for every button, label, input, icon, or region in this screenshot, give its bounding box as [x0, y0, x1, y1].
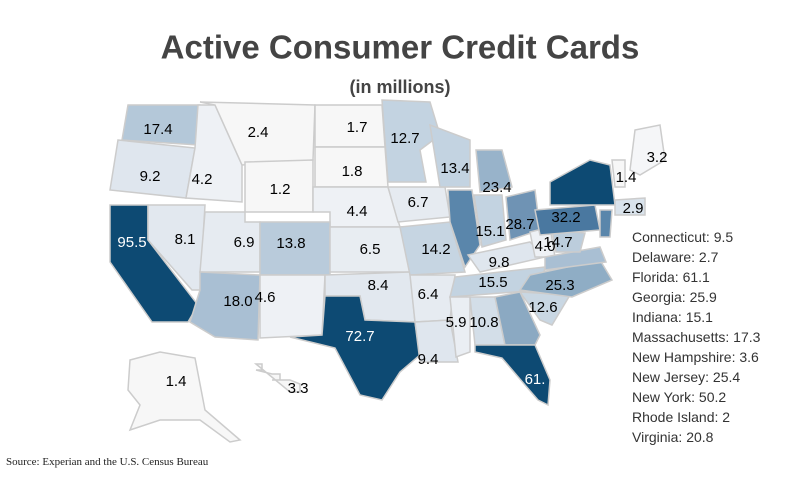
state [127, 351, 242, 443]
value-label: 23.4 [482, 179, 511, 196]
side-list-item: New York: 50.2 [632, 389, 726, 405]
value-label: 15.5 [478, 274, 507, 291]
side-list-item: New Jersey: 25.4 [632, 369, 740, 385]
state [399, 221, 466, 276]
value-label: 10.8 [469, 314, 498, 331]
value-label: 12.7 [390, 130, 419, 147]
value-label: 14.7 [543, 234, 572, 251]
value-label: 15.1 [475, 223, 504, 240]
value-label: 95.5 [117, 234, 146, 251]
value-label: 6.7 [408, 194, 429, 211]
value-label: 9.2 [140, 168, 161, 185]
value-label: 72.7 [345, 328, 374, 345]
value-label: 61. [525, 371, 546, 388]
value-label: 13.8 [276, 235, 305, 252]
side-list-item: Rhode Island: 2 [632, 409, 730, 425]
value-label: 3.2 [647, 149, 668, 166]
value-label: 13.4 [440, 160, 469, 177]
state [494, 291, 541, 346]
subtitle: (in millions) [350, 77, 451, 97]
value-label: 4.6 [255, 289, 276, 306]
state [614, 197, 646, 216]
value-label: 25.3 [545, 277, 574, 294]
title: Active Consumer Credit Cards [161, 29, 640, 66]
value-label: 18.0 [223, 293, 252, 310]
side-list-item: Massachusetts: 17.3 [632, 329, 761, 345]
value-label: 9.4 [418, 351, 439, 368]
state [429, 123, 471, 188]
state [599, 209, 613, 238]
state [253, 363, 301, 393]
value-label: 6.5 [360, 241, 381, 258]
state [414, 319, 459, 363]
side-list-item: Florida: 61.1 [632, 269, 710, 285]
value-label: 1.8 [342, 163, 363, 180]
value-label: 3.3 [288, 380, 309, 397]
side-list-item: Georgia: 25.9 [632, 289, 717, 305]
value-label: 8.1 [175, 231, 196, 248]
state [549, 159, 616, 206]
value-label: 6.9 [234, 234, 255, 251]
state [289, 295, 421, 401]
state [474, 344, 551, 407]
value-label: 17.4 [143, 121, 172, 138]
value-label: 1.4 [616, 169, 637, 186]
map: 17.4 9.2 4.2 2.4 1.2 1.7 1.8 4.4 95.5 8.1 6.9 13.8 1… [109, 99, 668, 443]
side-list-item: Virginia: 20.8 [632, 429, 714, 445]
state [629, 124, 666, 176]
value-label: 4.0 [535, 238, 556, 255]
value-label: 1.4 [166, 373, 187, 390]
state [449, 296, 471, 359]
value-label: 32.2 [551, 209, 580, 226]
state [475, 149, 513, 193]
source: Source: Experian and the U.S. Census Bur… [6, 456, 209, 468]
value-label: 2.9 [623, 200, 644, 217]
state [611, 159, 626, 188]
state [544, 246, 608, 271]
value-label: 9.8 [489, 254, 510, 271]
value-label: 1.7 [347, 119, 368, 136]
state [381, 99, 441, 183]
side-list-item: Connecticut: 9.5 [632, 229, 733, 245]
side-list: Connecticut: 9.5 Delaware: 2.7 Florida: 61… [632, 229, 761, 445]
value-label: 4.2 [192, 171, 213, 188]
value-label: 4.4 [347, 203, 368, 220]
state [147, 204, 206, 291]
side-list-item: Delaware: 2.7 [632, 249, 719, 265]
value-label: 14.2 [421, 241, 450, 258]
side-list-item: Indiana: 15.1 [632, 309, 713, 325]
value-label: 2.4 [248, 124, 269, 141]
side-list-item: New Hampshire: 3.6 [632, 349, 759, 365]
state [473, 194, 507, 248]
value-label: 6.4 [418, 286, 439, 303]
state [259, 274, 326, 339]
value-label: 28.7 [505, 216, 534, 233]
value-label: 1.2 [270, 181, 291, 198]
value-label: 12.6 [528, 299, 557, 316]
value-label: 5.9 [446, 314, 467, 331]
value-label: 8.4 [368, 277, 389, 294]
